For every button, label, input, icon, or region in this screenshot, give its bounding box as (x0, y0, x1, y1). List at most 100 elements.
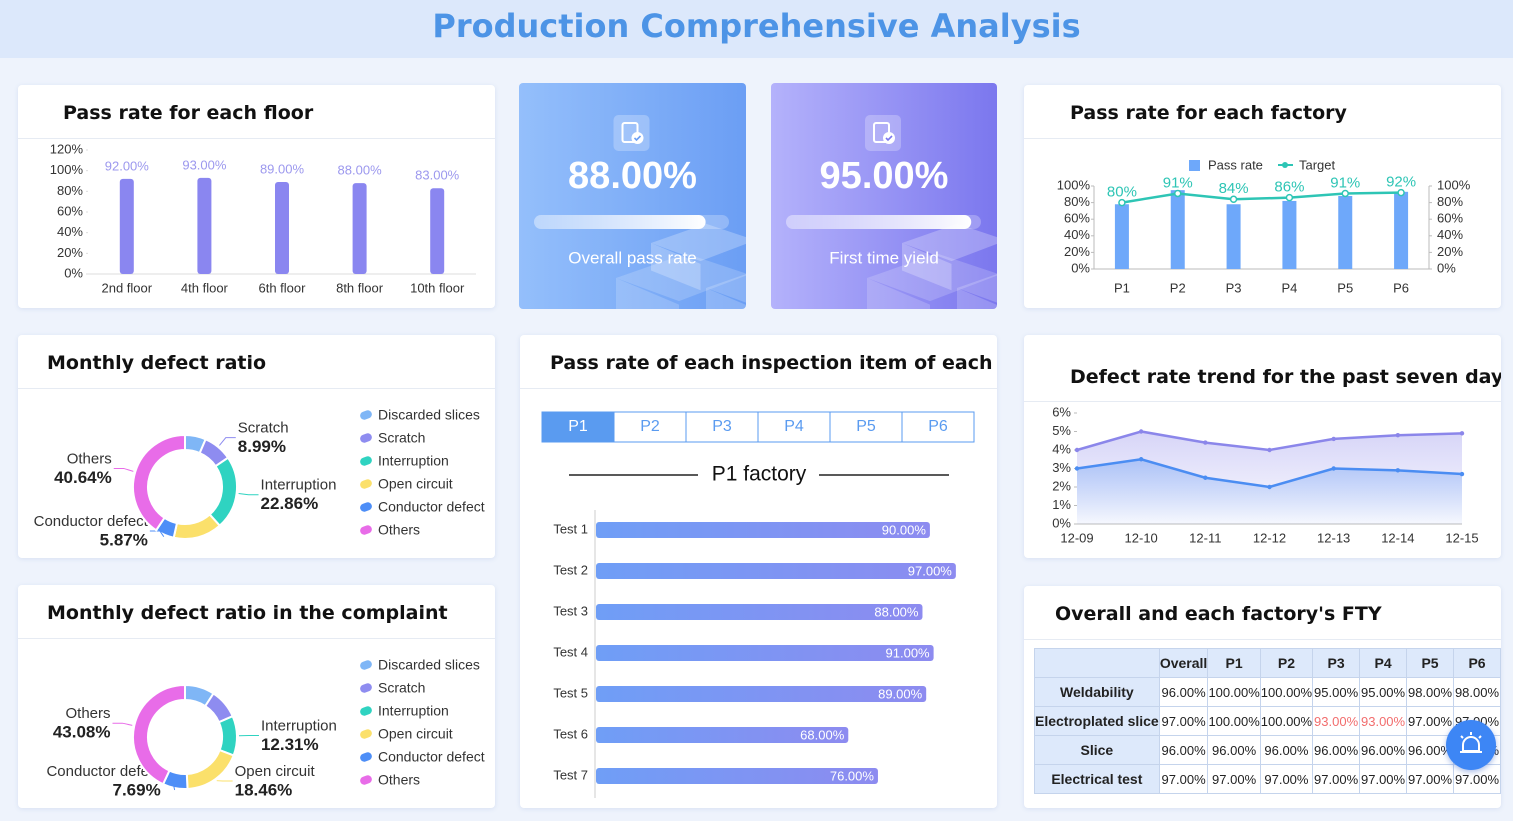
y-tick-label: Test 6 (553, 726, 588, 741)
tab-label: P5 (856, 418, 876, 435)
legend-swatch (360, 502, 372, 512)
x-tick-label: P1 (1114, 280, 1130, 295)
kpi-card: 95.00% First time yield (771, 83, 997, 309)
y2-tick-label: 20% (1437, 244, 1463, 259)
tab-label: P1 (568, 418, 588, 435)
cell: 96.00% (1158, 677, 1209, 707)
point (1203, 475, 1208, 480)
target-point (1229, 195, 1238, 204)
legend-swatch (360, 683, 372, 693)
tab-label: P6 (928, 418, 948, 435)
bar (1394, 191, 1409, 269)
panel-title: Pass rate for each floor (18, 85, 495, 139)
bar (275, 182, 289, 274)
tab[interactable] (829, 411, 903, 443)
bar (596, 645, 934, 661)
tab[interactable] (901, 411, 975, 443)
x-tick-label: 12-14 (1381, 530, 1414, 545)
cell: 97.00% (1207, 764, 1261, 794)
x-tick-label: 2nd floor (102, 280, 153, 295)
legend-swatch (360, 729, 372, 739)
x-tick-label: 10th floor (410, 280, 465, 295)
point (1203, 440, 1208, 445)
decoration (706, 274, 746, 309)
value-label: 89.00% (878, 686, 923, 701)
value-label: 88.00% (874, 604, 919, 619)
icon-tick (885, 135, 893, 142)
complaint-panel: Interruption 12.31% Open circuit 18.46% Cond… (18, 585, 495, 808)
target-point (1285, 193, 1294, 202)
legend-label: Target (1299, 157, 1336, 172)
point (1395, 433, 1401, 438)
value-label: 76.00% (830, 768, 875, 783)
icon-bg (613, 115, 650, 151)
tab[interactable] (541, 411, 615, 443)
tab[interactable] (757, 411, 831, 443)
target-point (1174, 189, 1182, 198)
y-tick-label: 80% (1064, 194, 1090, 209)
cell: 96.00% (1312, 735, 1361, 765)
page-header: Production Comprehensive Analysis (0, 0, 1513, 58)
slice-value: 8.99% (238, 437, 286, 456)
y-tick-label: 6% (1052, 404, 1071, 419)
slice-value: 12.31% (261, 735, 319, 754)
panel-title: Monthly defect ratio (18, 335, 495, 389)
table-wrap: Overall P1 P2 P3 P4 P5 P6 Weldability 96.00% 100.… (1034, 648, 1501, 794)
legend-label: Others (378, 522, 420, 538)
legend-label: Others (378, 772, 420, 788)
y-tick-label: 20% (1064, 244, 1090, 259)
slice-name: Open circuit (235, 763, 316, 780)
cell: 100.00% (1207, 677, 1261, 707)
area (1077, 459, 1462, 524)
kpi-graphic: 88.00% Overall pass rate (519, 83, 746, 309)
point (1138, 457, 1144, 462)
point (1267, 484, 1272, 490)
kpi-caption: First time yield (829, 248, 939, 267)
value-label: 91% (1163, 174, 1193, 191)
x-tick-label: 12-10 (1125, 530, 1158, 545)
bar (596, 563, 956, 579)
factory-panel: 0% 20% 40% 60% 80% 100% 0% 20% 40% 60% 80% 100% Pass… (1024, 85, 1501, 308)
point (1267, 447, 1272, 453)
slice-value: 5.87% (100, 530, 148, 549)
y-tick-label: 5% (1052, 423, 1071, 438)
bar (596, 768, 878, 784)
y-tick-label: Test 1 (553, 521, 588, 536)
y-tick-label: 0% (1071, 260, 1090, 275)
cell: 96.00% (1406, 735, 1454, 765)
x-tick-label: 12-11 (1189, 530, 1221, 545)
icon-tick (633, 135, 642, 142)
x-tick-label: 12-09 (1060, 530, 1093, 545)
alarm-button[interactable] (1446, 720, 1496, 770)
decoration (616, 253, 746, 309)
card-background (519, 83, 746, 309)
y2-tick-label: 60% (1437, 211, 1463, 226)
defect-panel: Scratch 8.99% Interruption 22.86% Conductor … (18, 335, 495, 558)
bar (197, 177, 212, 274)
legend-swatch (360, 752, 372, 762)
slice-value: 22.86% (261, 494, 319, 513)
legend-swatch (360, 525, 372, 535)
value-label: 90.00% (882, 522, 927, 537)
bar (1170, 190, 1185, 269)
legend-label: Interruption (378, 453, 449, 469)
legend-label: Conductor defect (378, 499, 485, 515)
row-header: Slice (1034, 735, 1160, 765)
x-tick-label: 12-13 (1317, 530, 1350, 545)
tab[interactable] (613, 411, 687, 443)
legend-swatch (1282, 162, 1288, 168)
value-label: 86% (1274, 179, 1304, 196)
donut-segment (132, 683, 186, 786)
cell: 100.00% (1259, 706, 1314, 736)
cell: 97.00% (1406, 764, 1454, 794)
row-header: Electroplated slice (1034, 706, 1160, 736)
slice-name: Others (67, 450, 112, 467)
slice-name: Interruption (261, 717, 337, 734)
y-tick-label: 40% (57, 224, 83, 239)
x-tick-label: 8th floor (336, 280, 384, 295)
target-point (1397, 188, 1405, 197)
y-tick-label: 100% (1057, 177, 1091, 192)
legend-label: Scratch (378, 680, 425, 696)
y2-tick-label: 100% (1437, 177, 1471, 192)
point (1074, 447, 1080, 453)
